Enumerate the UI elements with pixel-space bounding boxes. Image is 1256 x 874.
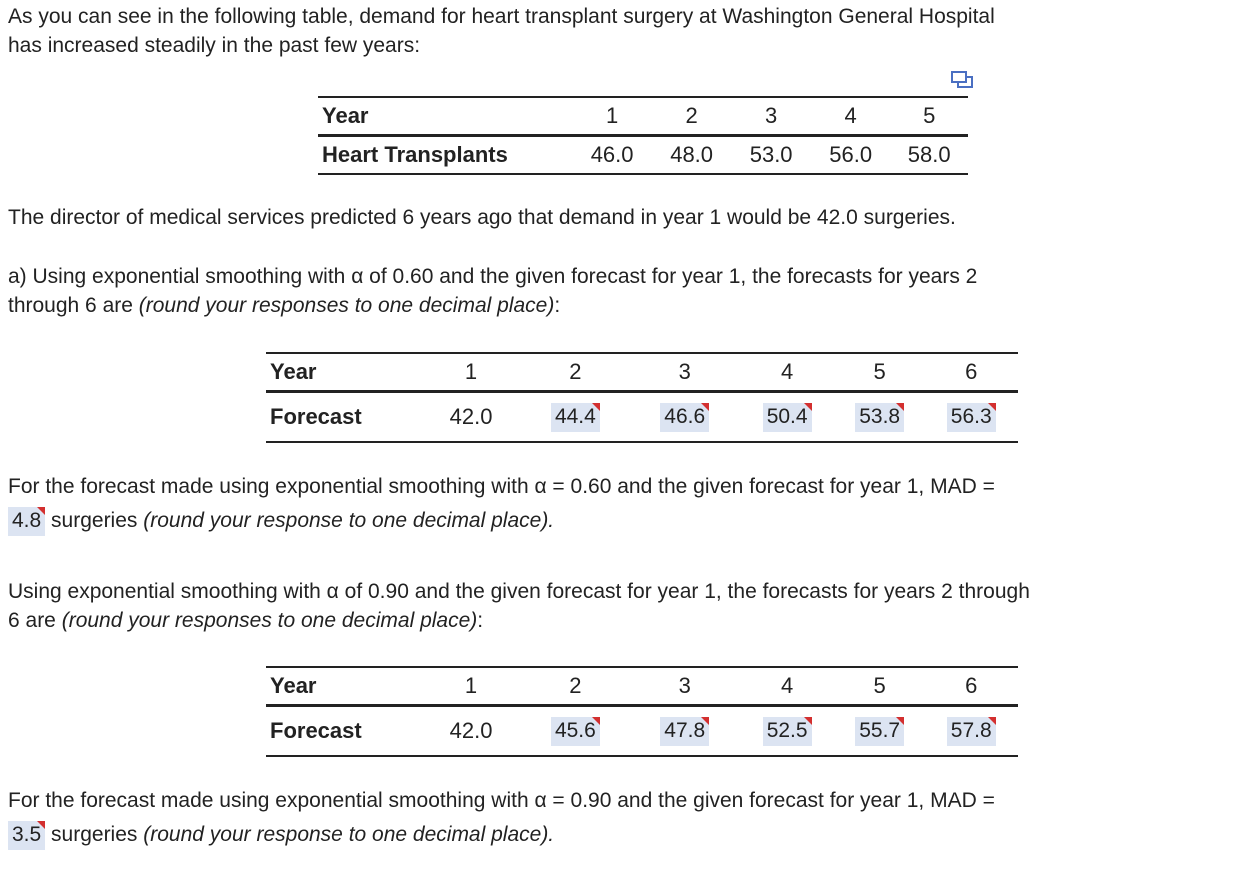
year-cell: 2 (651, 96, 732, 137)
forecast-answer-field[interactable]: 56.3 (946, 402, 996, 432)
year-cell: 5 (834, 352, 925, 393)
year-cell: 4 (739, 352, 835, 393)
part-a-line-2: through 6 are (round your responses to o… (8, 294, 561, 317)
year-cell: 1 (421, 352, 521, 393)
mad1-line-2: 4.8 surgeries (round your response to on… (8, 506, 1256, 536)
forecast-answer-field[interactable]: 53.8 (855, 402, 905, 432)
question-page: As you can see in the following table, d… (8, 0, 1256, 874)
year-cell: 3 (731, 96, 811, 137)
transplant-value: 53.0 (731, 135, 811, 175)
mad1-answer-field[interactable]: 4.8 (8, 507, 46, 536)
year-header: Year (266, 666, 422, 707)
year-cell: 6 (924, 666, 1018, 707)
year-cell: 3 (630, 666, 740, 707)
year-cell: 6 (924, 352, 1018, 393)
transplant-value: 48.0 (651, 135, 732, 175)
year-cell: 2 (520, 666, 631, 707)
transplant-value: 58.0 (890, 135, 968, 175)
director-text: The director of medical services predict… (8, 206, 956, 229)
year-cell: 2 (520, 352, 631, 393)
forecast-year1-value: 42.0 (421, 705, 521, 757)
mad2-line-1: For the forecast made using exponential … (8, 789, 995, 812)
year-cell: 1 (421, 666, 521, 707)
forecast-answer-field[interactable]: 44.4 (550, 402, 600, 432)
transplant-value: 56.0 (810, 135, 891, 175)
transplants-table: Year 1 2 3 4 5 Heart Transplants 46.0 48… (318, 96, 968, 175)
mad2-line-2: 3.5 surgeries (round your response to on… (8, 820, 1256, 850)
year-cell: 4 (810, 96, 891, 137)
forecast-answer-field[interactable]: 47.8 (660, 716, 710, 746)
forecast-answer-field[interactable]: 45.6 (550, 716, 600, 746)
forecast-answer-field[interactable]: 50.4 (762, 402, 812, 432)
part-a-line-1: a) Using exponential smoothing with α of… (8, 265, 978, 288)
year-cell: 4 (739, 666, 835, 707)
year-header: Year (266, 352, 422, 393)
part-b-line-1: Using exponential smoothing with α of 0.… (8, 580, 1030, 603)
forecast-answer-field[interactable]: 57.8 (946, 716, 996, 746)
popout-table-icon[interactable] (950, 69, 973, 91)
forecast-answer-field[interactable]: 52.5 (762, 716, 812, 746)
transplant-value: 46.0 (572, 135, 652, 175)
forecast-table-alpha-060: Year 1 2 3 4 5 6 Forecast 42.0 44.4 46.6… (266, 352, 1018, 443)
intro-line-2: has increased steadily in the past few y… (8, 34, 421, 57)
forecast-answer-field[interactable]: 46.6 (660, 402, 710, 432)
forecast-table-alpha-090: Year 1 2 3 4 5 6 Forecast 42.0 45.6 47.8… (266, 666, 1018, 757)
mad2-answer-field[interactable]: 3.5 (8, 821, 46, 850)
mad1-line-1: For the forecast made using exponential … (8, 475, 995, 498)
forecast-answer-field[interactable]: 55.7 (855, 716, 905, 746)
forecast-header: Forecast (266, 705, 422, 757)
year-cell: 1 (572, 96, 652, 137)
year-cell: 5 (890, 96, 968, 137)
forecast-header: Forecast (266, 391, 422, 443)
year-cell: 5 (834, 666, 925, 707)
year-cell: 3 (630, 352, 740, 393)
forecast-year1-value: 42.0 (421, 391, 521, 443)
transplants-header: Heart Transplants (318, 135, 573, 175)
year-header: Year (318, 96, 573, 137)
intro-line-1: As you can see in the following table, d… (8, 5, 995, 28)
part-b-line-2: 6 are (round your responses to one decim… (8, 609, 484, 632)
